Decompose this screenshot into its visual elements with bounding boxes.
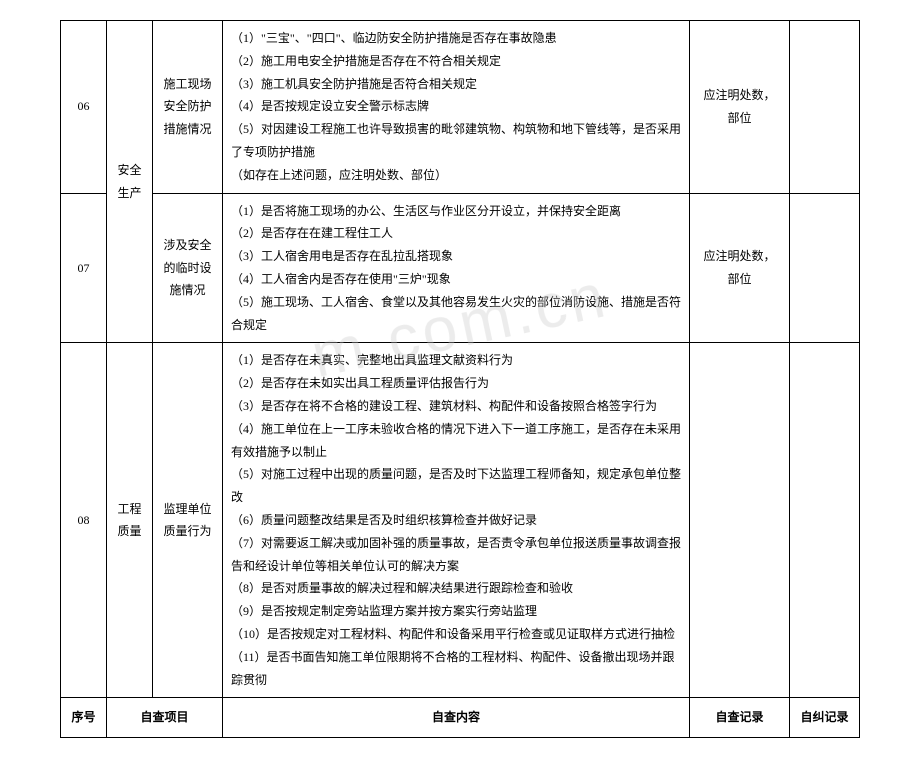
cell-item: 施工现场安全防护措施情况 (153, 21, 223, 194)
table-row: 07 涉及安全的临时设施情况 （1）是否将施工现场的办公、生活区与作业区分开设立… (61, 193, 860, 343)
cell-item: 涉及安全的临时设施情况 (153, 193, 223, 343)
inspection-table: 06 安全生产 施工现场安全防护措施情况 （1）"三宝"、"四口"、临边防安全防… (60, 20, 860, 738)
cell-content: （1）"三宝"、"四口"、临边防安全防护措施是否存在事故隐患 （2）施工用电安全… (223, 21, 690, 194)
header-num: 序号 (61, 698, 107, 738)
cell-selfcorrect (790, 21, 860, 194)
header-selfcorrect: 自纠记录 (790, 698, 860, 738)
header-item: 自查项目 (107, 698, 223, 738)
cell-record: 应注明处数，部位 (690, 21, 790, 194)
cell-item: 监理单位质量行为 (153, 343, 223, 698)
table-row: 08 工程质量 监理单位质量行为 （1）是否存在未真实、完整地出具监理文献资料行… (61, 343, 860, 698)
cell-num: 07 (61, 193, 107, 343)
table-header-row: 序号 自查项目 自查内容 自查记录 自纠记录 (61, 698, 860, 738)
header-record: 自查记录 (690, 698, 790, 738)
cell-content: （1）是否将施工现场的办公、生活区与作业区分开设立，并保持安全距离 （2）是否存… (223, 193, 690, 343)
cell-record (690, 343, 790, 698)
cell-content: （1）是否存在未真实、完整地出具监理文献资料行为 （2）是否存在未如实出具工程质… (223, 343, 690, 698)
cell-selfcorrect (790, 343, 860, 698)
cell-selfcorrect (790, 193, 860, 343)
cell-record: 应注明处数，部位 (690, 193, 790, 343)
cell-num: 06 (61, 21, 107, 194)
cell-category: 安全生产 (107, 21, 153, 343)
cell-num: 08 (61, 343, 107, 698)
table-row: 06 安全生产 施工现场安全防护措施情况 （1）"三宝"、"四口"、临边防安全防… (61, 21, 860, 194)
header-content: 自查内容 (223, 698, 690, 738)
cell-category: 工程质量 (107, 343, 153, 698)
